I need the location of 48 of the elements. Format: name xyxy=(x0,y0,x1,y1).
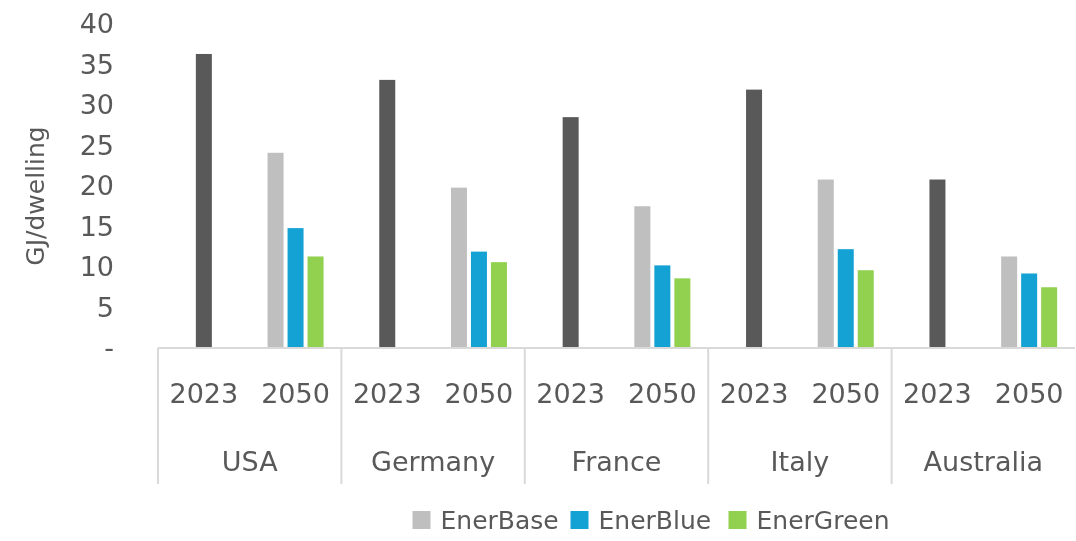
text: Germany xyxy=(371,446,496,478)
legend-label: EnerBlue xyxy=(598,505,712,535)
bar xyxy=(267,152,284,348)
bar xyxy=(857,270,874,348)
bar xyxy=(1041,287,1058,348)
bar xyxy=(195,53,212,348)
x-tick-label: 2023 xyxy=(903,378,972,410)
y-tick-label: 5 xyxy=(96,291,114,323)
y-tick-label: 10 xyxy=(79,251,114,283)
bar xyxy=(450,187,467,348)
x-tick-label: 2023 xyxy=(169,378,239,410)
bar xyxy=(634,206,651,348)
x-tick-label: 2050 xyxy=(811,378,881,410)
x-tick-label: 2050 xyxy=(261,378,330,410)
x-tick-label: 2023 xyxy=(719,378,789,410)
legend-label: EnerGreen xyxy=(756,505,890,535)
bar xyxy=(654,265,671,348)
bar xyxy=(1021,273,1038,348)
text: USA xyxy=(221,446,279,478)
bar xyxy=(674,278,691,348)
text: Italy xyxy=(770,446,830,478)
bar xyxy=(287,228,304,348)
bar xyxy=(817,179,834,348)
x-tick-label: 2023 xyxy=(536,378,606,410)
y-axis-title: GJ/dwelling xyxy=(21,126,50,266)
y-tick-label: 20 xyxy=(79,170,114,202)
legend-label: EnerBase xyxy=(440,505,559,535)
x-tick-label: 2050 xyxy=(627,378,697,410)
bar xyxy=(837,249,854,348)
bar xyxy=(746,89,763,348)
text: Australia xyxy=(923,446,1044,478)
bar xyxy=(562,117,579,348)
y-tick-label: 30 xyxy=(79,89,114,121)
x-tick-label: 2050 xyxy=(444,378,514,410)
x-tick-label: 2023 xyxy=(352,378,422,410)
y-tick-label: 15 xyxy=(79,210,114,242)
bar xyxy=(490,262,507,348)
text: France xyxy=(571,446,662,478)
bar xyxy=(379,79,396,348)
bar xyxy=(929,179,946,348)
y-tick-label: 25 xyxy=(79,129,114,161)
bar xyxy=(307,256,324,348)
bar xyxy=(470,251,487,348)
y-tick-label: - xyxy=(104,332,114,364)
bar xyxy=(1001,256,1018,348)
y-tick-label: 35 xyxy=(79,48,114,80)
y-tick-label: 40 xyxy=(79,8,114,40)
x-tick-label: 2050 xyxy=(994,378,1064,410)
